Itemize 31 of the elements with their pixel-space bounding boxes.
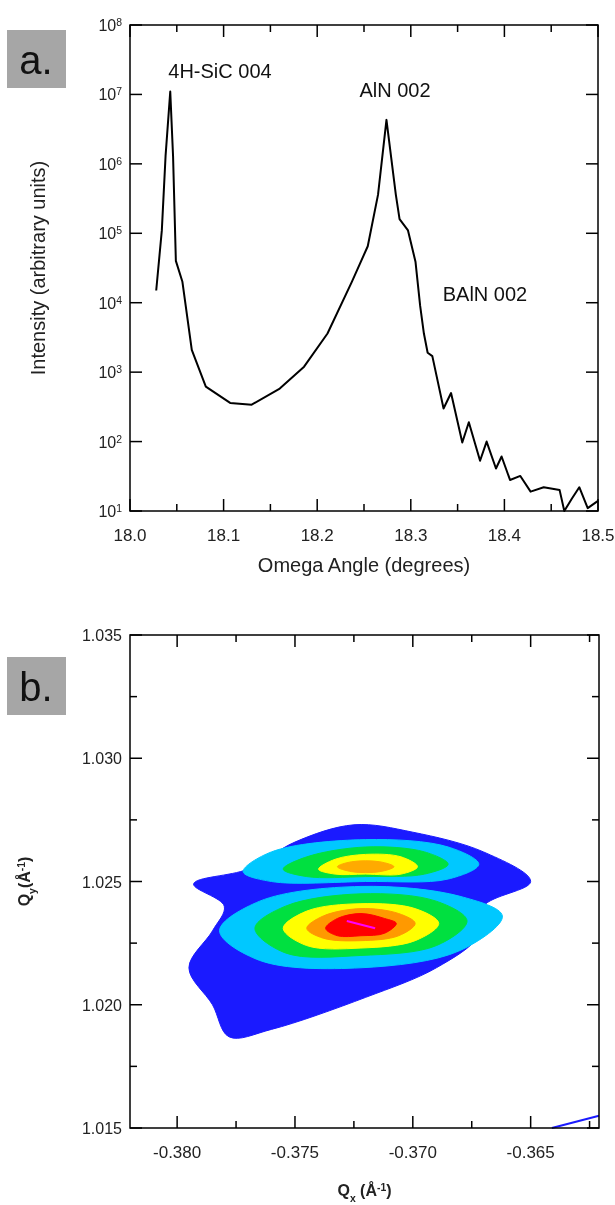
x-tick-label: 18.5 [581, 526, 615, 545]
annotation: BAlN 002 [442, 283, 528, 305]
y-tick-label: 10$^{8}$ [98, 16, 123, 34]
x-tick-label: 18.0 [113, 526, 147, 545]
y-tick-label: 10$^{7}$ [98, 85, 123, 104]
x-axis-title: Omega Angle (degrees) [257, 554, 471, 576]
y-tick-label: 10$^{6}$ [98, 155, 123, 173]
y-axis-title: Intensity (arbitrary units) [27, 160, 49, 376]
y-tick-label: 1.020 [81, 996, 123, 1014]
x-tick-label: 18.4 [487, 526, 521, 545]
y-tick-label: 1.015 [81, 1120, 123, 1137]
y-tick-label: 10$^{4}$ [98, 294, 123, 312]
y-tick-label: 1.025 [81, 873, 123, 891]
y-tick-label: 1.030 [81, 750, 123, 768]
y-tick-label: 10$^{2}$ [98, 433, 123, 451]
x-tick-label: 18.2 [300, 526, 334, 545]
y-tick-label: 1.035 [81, 627, 123, 644]
y-tick-label: 10$^{5}$ [98, 224, 123, 243]
x-tick-label: 18.1 [207, 526, 241, 545]
y-tick-label: 10$^{3}$ [98, 363, 123, 382]
annotation: AlN 002 [359, 79, 431, 101]
x-tick-label: -0.370 [388, 1143, 437, 1162]
x-axis-title: Q$_{x}$ (Å$^{-1}$) [337, 1181, 392, 1204]
x-tick-label: -0.365 [506, 1143, 555, 1162]
x-tick-label: -0.380 [153, 1143, 202, 1162]
chart-title: a. [19, 38, 53, 82]
x-tick-label: 18.3 [394, 526, 428, 545]
x-tick-label: -0.375 [270, 1143, 320, 1162]
y-tick-label: 10$^{1}$ [98, 502, 123, 520]
text: b. [19, 665, 53, 709]
annotation: 4H-SiC 004 [168, 60, 272, 82]
